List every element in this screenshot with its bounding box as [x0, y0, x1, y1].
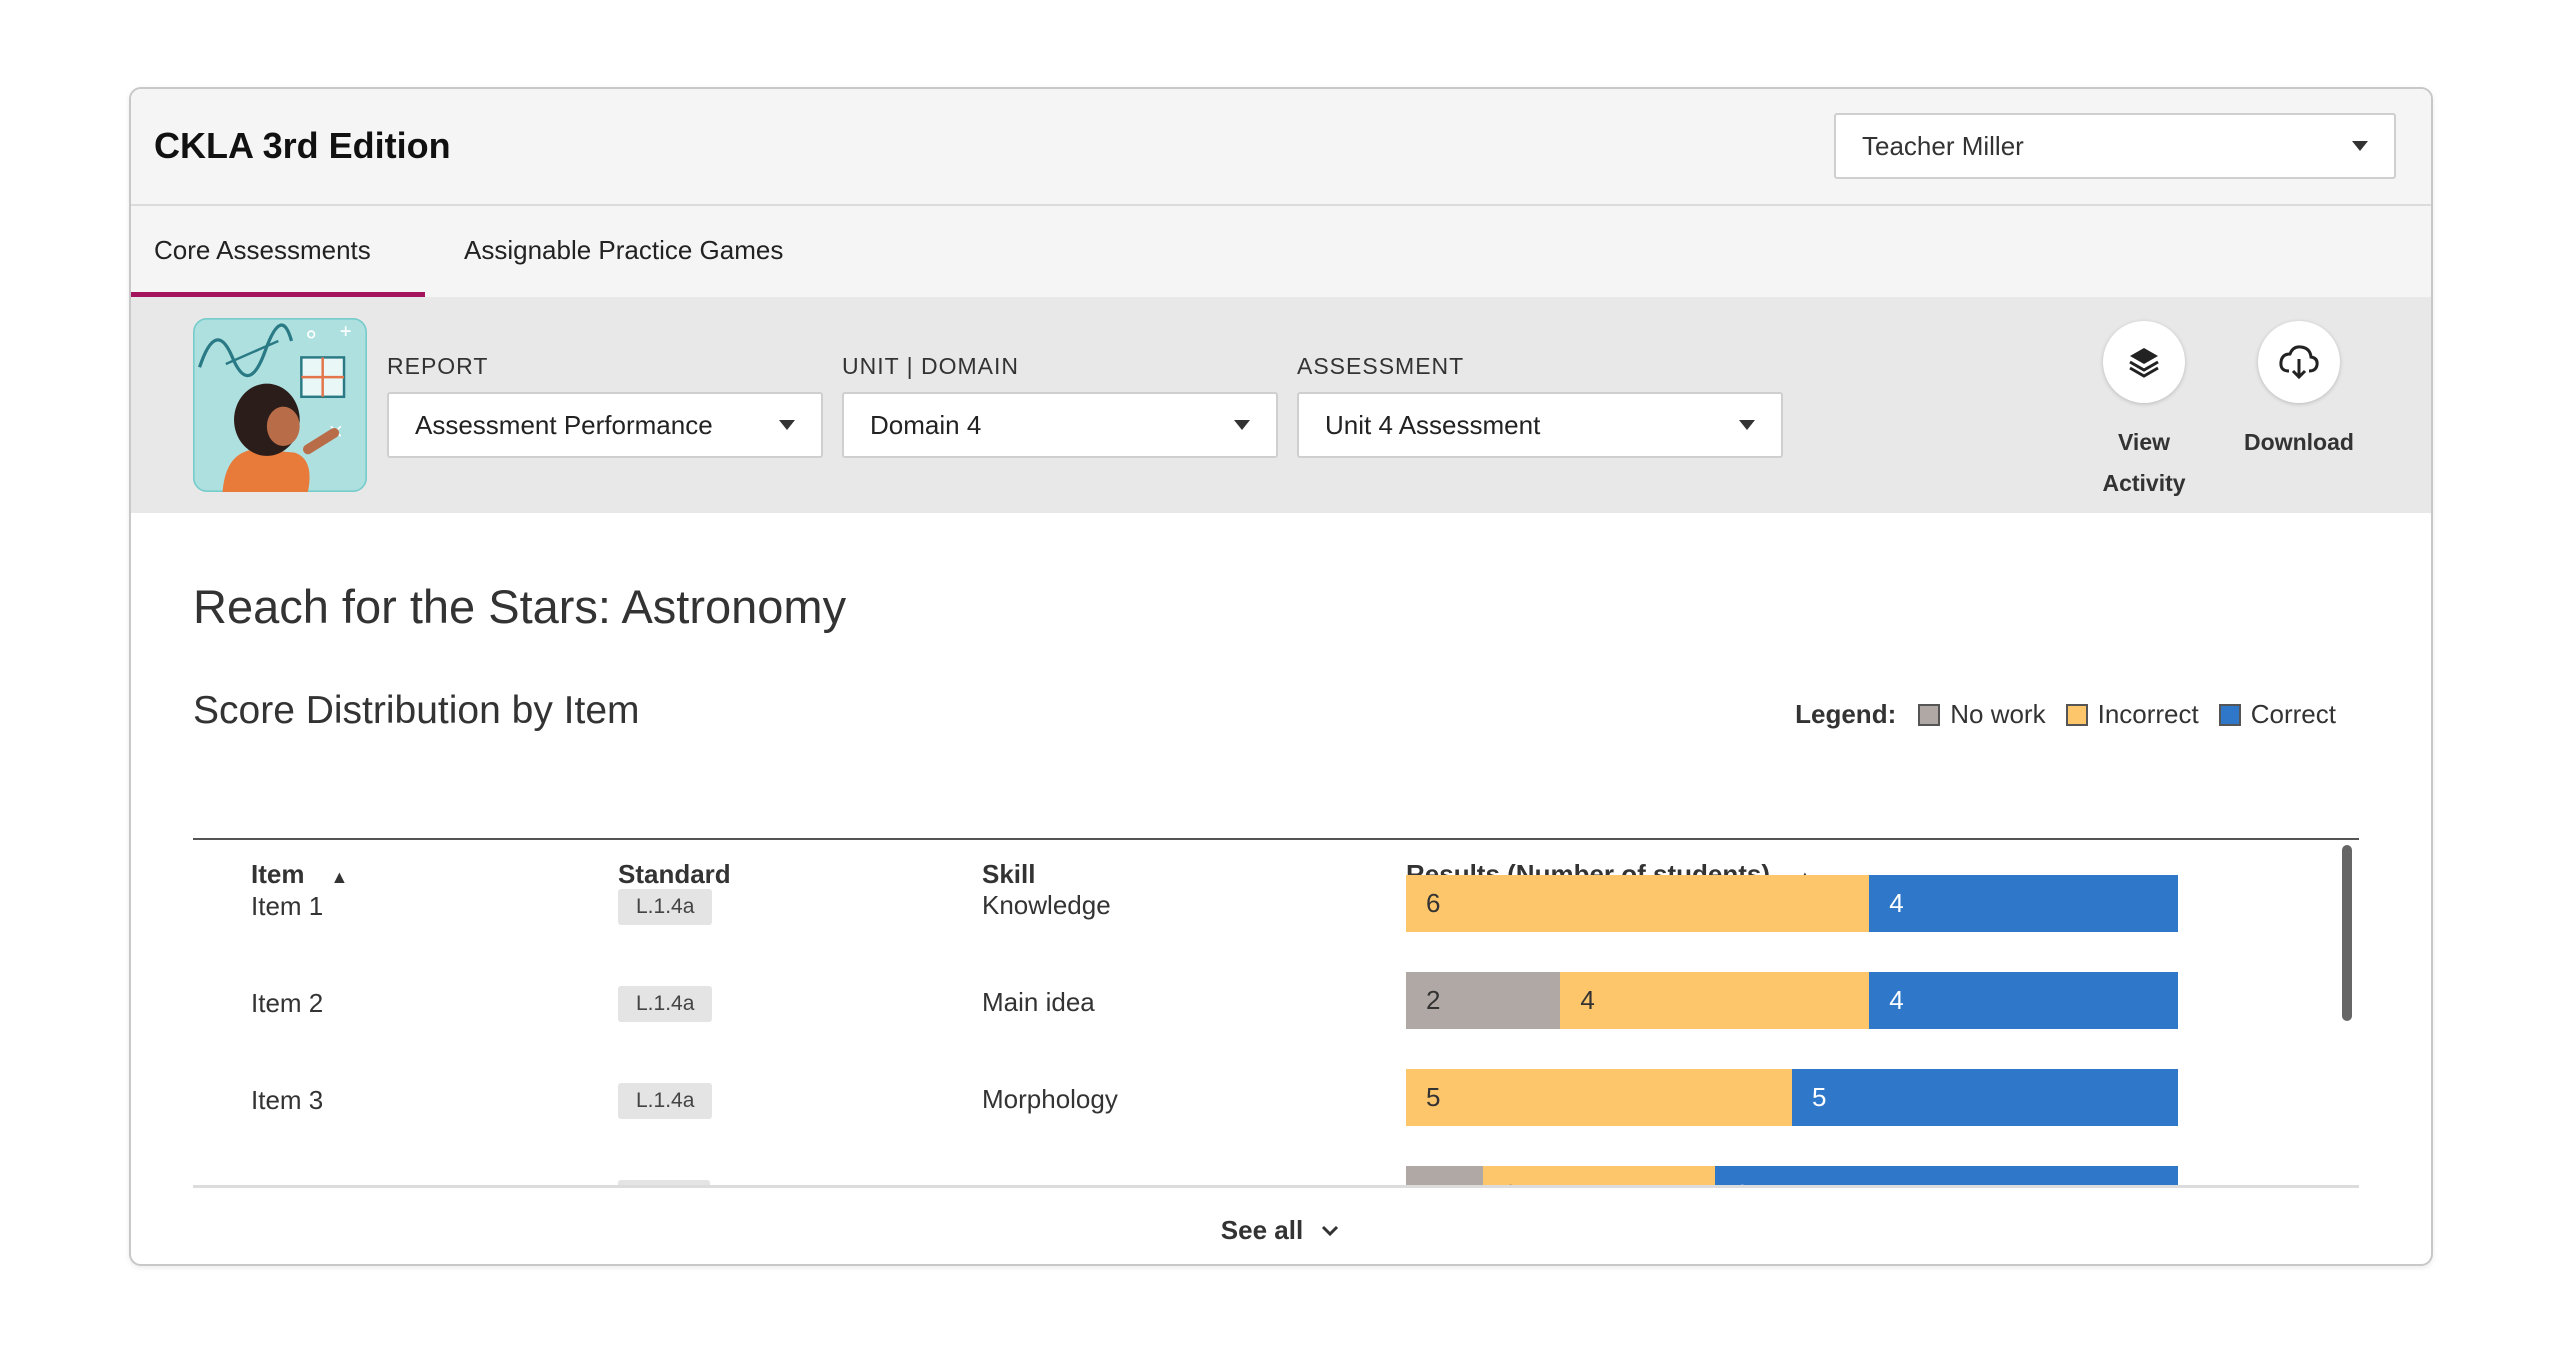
- report-card: CKLA 3rd Edition Teacher Miller Core Ass…: [129, 87, 2433, 1266]
- bar-segment: 4: [1560, 972, 1870, 1029]
- illustration: [193, 318, 367, 492]
- section-title: Score Distribution by Item: [193, 689, 640, 732]
- caret: [1739, 420, 1755, 430]
- page-title: Reach for the Stars: Astronomy: [193, 580, 847, 633]
- item-cell: Item 1: [251, 891, 324, 921]
- filter-value: Assessment Performance: [415, 409, 713, 440]
- item-cell: Item 3: [251, 1085, 324, 1115]
- bar-label: 3: [1503, 1179, 1517, 1186]
- tab-underline: [131, 292, 425, 298]
- filter-value: Unit 4 Assessment: [1325, 409, 1541, 440]
- download-button[interactable]: [2258, 321, 2340, 403]
- layers-icon: [2129, 348, 2159, 378]
- app-title: CKLA 3rd Edition: [154, 125, 451, 166]
- skill-cell: Knowledge: [982, 890, 1111, 920]
- legend-text: Incorrect: [2097, 699, 2199, 729]
- bar-segment: 1: [1406, 1166, 1484, 1186]
- action-label: View Activity: [2102, 429, 2186, 496]
- view-activity-button[interactable]: [2103, 321, 2185, 403]
- caret: [1234, 420, 1250, 430]
- filter-label: REPORT: [387, 353, 489, 379]
- action-label: Download: [2244, 429, 2354, 455]
- bar-segment: 4: [1869, 972, 2178, 1029]
- standard-badge: RI.1.1: [618, 1180, 711, 1186]
- column-header: Standard: [618, 859, 731, 889]
- chevron: [1322, 1225, 1339, 1237]
- teacher-name: Teacher Miller: [1862, 130, 2024, 161]
- scrollbar: [2342, 845, 2352, 1021]
- filter-dropdown[interactable]: Unit 4 Assessment: [1297, 392, 1783, 458]
- bar-segment: 6: [1714, 1166, 2178, 1186]
- legend-text: Correct: [2250, 699, 2336, 729]
- bar-segment: 5: [1406, 1069, 1792, 1126]
- legend: Legend: No work Incorrect Correct: [1795, 699, 2336, 730]
- skill-cell: Main idea: [982, 987, 1095, 1017]
- bar-label: 1: [1426, 1179, 1440, 1186]
- bar-label: 4: [1580, 985, 1595, 1015]
- column-header: Skill: [982, 859, 1036, 889]
- result-bar: 2 4 4: [1406, 972, 2206, 1029]
- bar-segment: 4: [1869, 875, 2178, 932]
- legend-swatch: [2218, 703, 2241, 726]
- item-cell: Item 2: [251, 988, 324, 1018]
- table-body: Item 1 L.1.4a Knowledge 6 4 Item 2 L.1.4a Main …: [193, 840, 2359, 1186]
- caret: [2352, 141, 2368, 151]
- caret: [779, 420, 795, 430]
- bar-label: 4: [1889, 985, 1904, 1015]
- bar-label: 2: [1426, 985, 1441, 1015]
- legend-swatch: [2065, 703, 2088, 726]
- bar-segment: 5: [1792, 1069, 2178, 1126]
- bar-label: 4: [1889, 888, 1904, 918]
- scroll-edge: [193, 1185, 2359, 1188]
- filter-label: ASSESSMENT: [1297, 353, 1465, 379]
- skill-cell: Character traits: [982, 1181, 1160, 1186]
- column-header[interactable]: Item ▲︎: [251, 859, 348, 890]
- legend-label: Legend:: [1795, 699, 1897, 729]
- divider: [131, 204, 2431, 206]
- standard-badge: L.1.4a: [618, 1083, 713, 1119]
- see-all-label: See all: [1220, 1215, 1304, 1245]
- sort-icon: ▲︎: [330, 867, 349, 887]
- standard-badge: L.1.4a: [618, 986, 713, 1022]
- see-all-button[interactable]: See all: [131, 1215, 2431, 1246]
- column-title: Item: [251, 859, 305, 889]
- item-cell: Item 4: [251, 1182, 323, 1186]
- result-bar: 1 3 6: [1406, 1166, 2206, 1186]
- filter-dropdown[interactable]: Assessment Performance: [387, 392, 823, 458]
- filter-dropdown[interactable]: Domain 4: [842, 392, 1278, 458]
- filter-label: UNIT | DOMAIN: [842, 353, 1019, 379]
- legend-text: No work: [1950, 699, 2046, 729]
- legend-swatch: [1918, 703, 1941, 726]
- bar-segment: 6: [1406, 875, 1870, 932]
- bar-label: 6: [1735, 1179, 1749, 1186]
- bar-segment: 3: [1483, 1166, 1715, 1186]
- filter-value: Domain 4: [870, 409, 982, 440]
- bar-label: 5: [1426, 1082, 1441, 1112]
- header-rule: [193, 838, 2359, 840]
- tab-active[interactable]: Core Assessments: [154, 235, 371, 265]
- teacher-dropdown[interactable]: Teacher Miller: [1834, 113, 2396, 179]
- download-icon: [2279, 345, 2319, 380]
- skill-cell: Morphology: [982, 1084, 1118, 1114]
- tab[interactable]: Assignable Practice Games: [464, 235, 784, 265]
- standard-badge: L.1.4a: [618, 889, 713, 925]
- bar-label: 6: [1426, 888, 1441, 918]
- bar-label: 5: [1812, 1082, 1827, 1112]
- bar-segment: 2: [1406, 972, 1561, 1029]
